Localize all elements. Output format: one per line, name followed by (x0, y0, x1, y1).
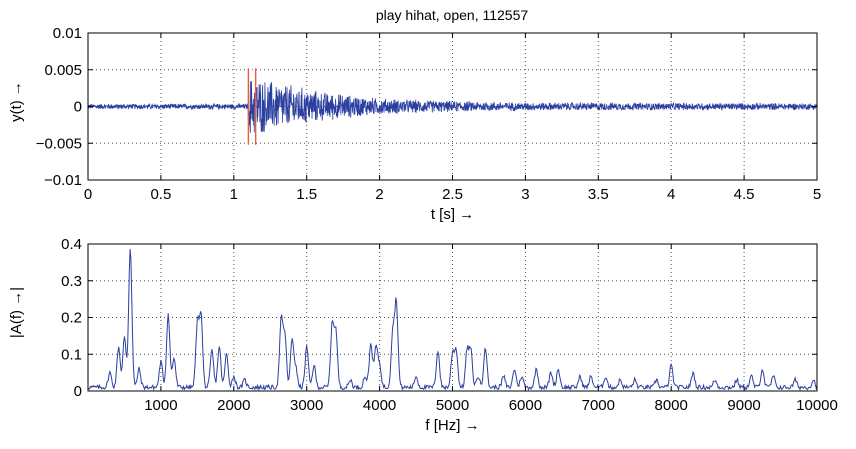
spectrum-y-tick-label: 0.1 (61, 346, 82, 363)
spectrum-x-axis-label: f [Hz] → (425, 417, 479, 434)
spectrum-y-tick-label: 0 (74, 383, 82, 400)
time-x-tick-label: 0.5 (150, 186, 171, 203)
time-x-tick-label: 3.5 (588, 186, 609, 203)
spectrum-x-tick-label: 3000 (290, 397, 323, 414)
waveform-series (87, 79, 818, 133)
spectrum-line (87, 248, 818, 392)
time-y-tick-label: 0.01 (53, 25, 82, 42)
spectrum-x-tick-label: 2000 (217, 397, 250, 414)
spectrum-y-ticks: 0 0.1 0.2 0.3 0.4 (61, 236, 817, 400)
spectrum-x-tick-label: 6000 (509, 397, 542, 414)
time-x-tick-label: 2.5 (442, 186, 463, 203)
spectrum-x-tick-label: 9000 (727, 397, 760, 414)
time-x-tick-label: 4 (667, 186, 675, 203)
spectrum-x-tick-label: 8000 (655, 397, 688, 414)
spectrum-plot: 1000 2000 3000 4000 5000 6000 7000 8000 9000 1000… (8, 236, 838, 434)
time-x-axis-label: t [s] → (431, 206, 474, 223)
spectrum-x-tick-label: 7000 (582, 397, 615, 414)
time-y-tick-label: −0.01 (44, 172, 82, 189)
spectrum-x-tick-label: 4000 (363, 397, 396, 414)
waveform-line (87, 79, 818, 133)
time-x-ticks: 0 0.5 1 1.5 2 2.5 3 3.5 4 4.5 5 (84, 33, 821, 203)
spectrum-x-tick-label: 1000 (144, 397, 177, 414)
time-y-tick-label: 0 (74, 99, 82, 116)
time-domain-plot: play hihat, open, 112557 0 0.5 1 1.5 2 2.5 3 3.… (8, 7, 821, 223)
time-y-tick-label: −0.005 (36, 135, 82, 152)
time-x-tick-label: 0 (84, 186, 92, 203)
time-x-tick-label: 3 (521, 186, 529, 203)
spectrum-y-tick-label: 0.4 (61, 236, 82, 253)
time-y-tick-label: 0.005 (44, 62, 82, 79)
spectrum-x-tick-label: 5000 (436, 397, 469, 414)
time-x-tick-label: 2 (375, 186, 383, 203)
chart-title: play hihat, open, 112557 (376, 7, 529, 23)
spectrum-x-ticks: 1000 2000 3000 4000 5000 6000 7000 8000 9000 1000… (144, 244, 838, 414)
time-y-axis-label: y(t) → (8, 81, 25, 122)
onset-markers (247, 68, 257, 145)
spectrum-x-tick-label: 10000 (796, 397, 838, 414)
spectrum-y-tick-label: 0.3 (61, 273, 82, 290)
spectrum-series (87, 248, 818, 392)
time-x-tick-label: 4.5 (734, 186, 755, 203)
spectrum-y-tick-label: 0.2 (61, 310, 82, 327)
time-x-tick-label: 1.5 (296, 186, 317, 203)
time-x-tick-label: 1 (230, 186, 238, 203)
time-x-tick-label: 5 (813, 186, 821, 203)
time-y-ticks: −0.01 −0.005 0 0.005 0.01 (36, 25, 817, 189)
spectrum-y-axis-label: |A(f) →| (8, 287, 25, 338)
